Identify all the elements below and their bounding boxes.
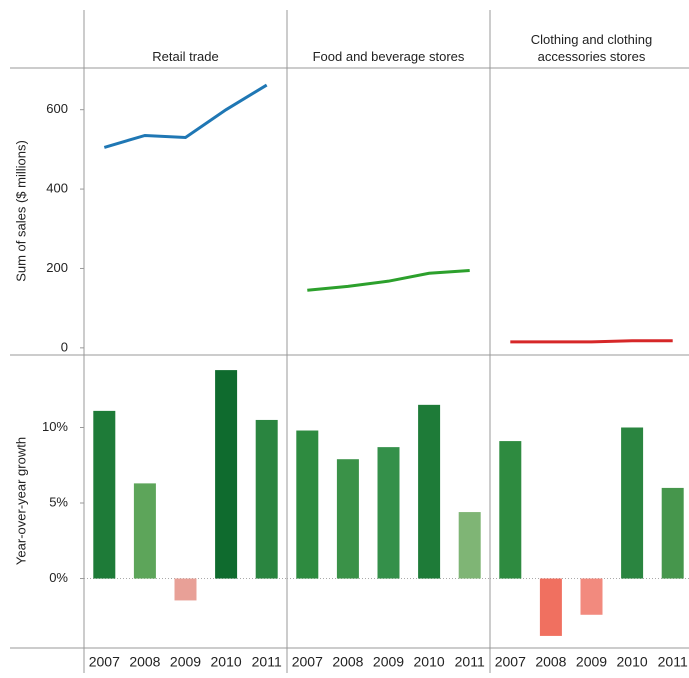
bar xyxy=(539,578,562,636)
x-tick-label: 2011 xyxy=(658,654,688,670)
panel-header: Retail trade xyxy=(152,49,219,64)
x-tick-label: 2007 xyxy=(292,654,323,670)
y-tick-label: 0% xyxy=(49,570,68,585)
bar xyxy=(174,578,197,601)
bar xyxy=(621,427,644,579)
y-axis-label: Sum of sales ($ millions) xyxy=(13,140,28,282)
bar xyxy=(336,459,359,579)
bar xyxy=(458,512,481,579)
bar xyxy=(661,487,684,579)
bar xyxy=(499,441,522,579)
bar xyxy=(133,483,156,579)
panel-header: Food and beverage stores xyxy=(312,49,465,64)
x-tick-label: 2008 xyxy=(332,654,363,670)
x-tick-label: 2010 xyxy=(617,654,648,670)
y-tick-label: 0 xyxy=(61,339,68,354)
x-tick-label: 2007 xyxy=(89,654,120,670)
bar xyxy=(255,419,278,579)
y-tick-label: 600 xyxy=(46,101,68,116)
y-tick-label: 200 xyxy=(46,260,68,275)
bar xyxy=(418,404,441,579)
x-tick-label: 2011 xyxy=(455,654,485,670)
x-tick-label: 2010 xyxy=(414,654,445,670)
line xyxy=(103,83,268,149)
bar xyxy=(377,447,400,579)
panel-title: Clothing and clothing accessories stores xyxy=(530,32,653,64)
x-tick-label: 2009 xyxy=(576,654,607,670)
x-tick-label: 2008 xyxy=(129,654,160,670)
x-tick-label: 2007 xyxy=(495,654,526,670)
panel-header: Clothing and clothing accessories stores xyxy=(530,32,653,64)
x-tick-label: 2010 xyxy=(211,654,242,670)
bar xyxy=(93,410,116,579)
line xyxy=(510,339,673,344)
panel-title: Food and beverage stores xyxy=(312,49,465,64)
bar xyxy=(296,430,319,579)
bar xyxy=(215,370,238,579)
line xyxy=(307,268,470,292)
x-tick-label: 2008 xyxy=(535,654,566,670)
x-tick-label: 2011 xyxy=(252,654,282,670)
y-tick-label: 400 xyxy=(46,181,68,196)
bar xyxy=(580,578,603,615)
panel-title: Retail trade xyxy=(152,49,219,64)
x-tick-label: 2009 xyxy=(373,654,404,670)
y-tick-label: 10% xyxy=(42,419,68,434)
y-tick-label: 5% xyxy=(49,494,68,509)
y-axis-label: Year-over-year growth xyxy=(13,437,28,565)
x-tick-label: 2009 xyxy=(170,654,201,670)
